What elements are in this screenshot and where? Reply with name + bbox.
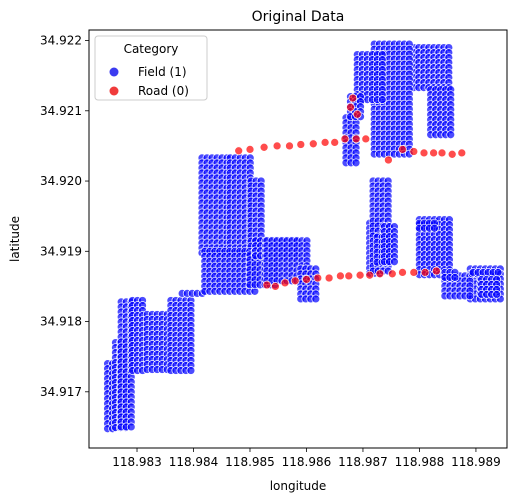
- y-tick-label: 34.921: [40, 104, 82, 118]
- road-point: [234, 146, 244, 156]
- road-point: [409, 268, 419, 277]
- road-point: [447, 149, 457, 159]
- legend-label-road: Road (0): [138, 84, 189, 98]
- plot-frame: [88, 29, 508, 449]
- road-point: [387, 269, 397, 279]
- road-point: [296, 140, 306, 149]
- legend-marker-field: [109, 67, 119, 77]
- x-tick-label: 118.984: [169, 455, 219, 469]
- x-tick-label: 118.988: [395, 455, 445, 469]
- field-point: [450, 273, 460, 282]
- y-axis-ticks: 34.917 34.918 34.919 34.920 34.921 34.922: [40, 34, 89, 399]
- road-point: [351, 134, 361, 144]
- road-point: [398, 268, 407, 277]
- road-point: [420, 268, 430, 277]
- road-point: [324, 273, 334, 283]
- road-point: [320, 138, 330, 147]
- road-point: [346, 102, 355, 112]
- plot-marks: [103, 39, 505, 434]
- road-point: [308, 139, 318, 149]
- x-axis-label: longitude: [270, 479, 327, 493]
- field-point: [186, 366, 196, 375]
- road-point: [344, 271, 354, 281]
- field-point: [377, 95, 387, 104]
- y-tick-label: 34.918: [40, 315, 82, 329]
- road-point: [290, 276, 300, 286]
- y-tick-label: 34.919: [40, 244, 82, 258]
- road-point: [302, 275, 311, 284]
- field-point: [465, 291, 475, 301]
- y-tick-label: 34.917: [40, 385, 82, 399]
- field-point: [446, 130, 456, 140]
- legend-box: [94, 35, 208, 101]
- road-point: [285, 141, 294, 151]
- field-point: [493, 268, 503, 277]
- road-point: [271, 282, 280, 291]
- road-point: [336, 271, 345, 281]
- field-point: [311, 294, 321, 304]
- x-tick-label: 118.985: [225, 455, 275, 469]
- x-tick-label: 118.989: [451, 455, 501, 469]
- y-tick-label: 34.922: [40, 34, 82, 48]
- field-point: [430, 223, 439, 233]
- legend: Category Field (1) Road (0): [94, 35, 208, 101]
- road-point: [280, 278, 290, 288]
- chart-title: Original Data: [252, 9, 345, 25]
- y-tick-label: 34.920: [40, 174, 82, 188]
- road-point: [429, 148, 438, 158]
- road-point: [409, 147, 419, 156]
- x-tick-label: 118.986: [282, 455, 332, 469]
- road-point: [355, 270, 365, 280]
- road-point: [432, 266, 441, 276]
- road-point: [398, 145, 407, 154]
- x-axis-ticks: 118.983 118.984 118.985 118.986 118.987 118.9…: [112, 448, 501, 469]
- field-point: [126, 422, 136, 432]
- road-point: [361, 134, 371, 144]
- road-point: [375, 269, 385, 279]
- road-point: [330, 138, 340, 147]
- field-point: [390, 257, 399, 267]
- field-point: [351, 158, 361, 168]
- legend-title: Category: [124, 42, 179, 56]
- road-point: [313, 273, 323, 283]
- road-point: [365, 270, 375, 280]
- road-point: [419, 148, 429, 158]
- road-point: [457, 148, 467, 158]
- road-point: [437, 148, 447, 158]
- road-point: [340, 134, 350, 144]
- road-point: [348, 93, 358, 103]
- y-axis-label: latitude: [8, 216, 22, 262]
- road-point: [272, 141, 282, 151]
- field-point: [492, 290, 501, 299]
- road-point: [259, 142, 269, 152]
- legend-label-field: Field (1): [138, 65, 187, 79]
- road-point: [352, 109, 362, 119]
- road-point: [262, 280, 272, 290]
- legend-marker-road: [109, 86, 119, 96]
- x-tick-label: 118.987: [338, 455, 388, 469]
- road-point: [245, 145, 255, 154]
- road-point: [384, 155, 393, 165]
- x-tick-label: 118.983: [112, 455, 162, 469]
